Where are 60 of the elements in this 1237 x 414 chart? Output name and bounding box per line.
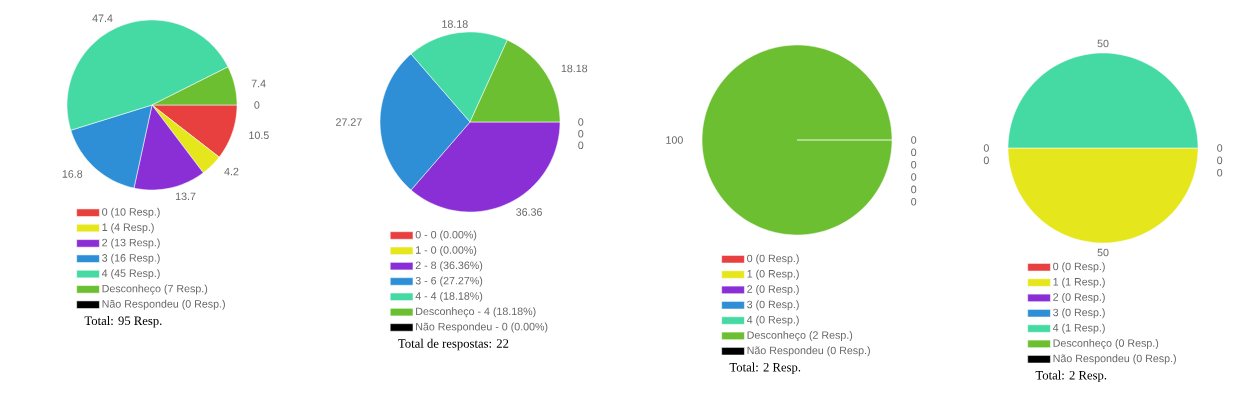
legend-label: Não Respondeu (0 Resp.) xyxy=(1053,354,1176,365)
text: 0 xyxy=(254,101,260,109)
text: 0 xyxy=(1217,156,1223,165)
legend-label: 2 (0 Resp.) xyxy=(747,285,799,295)
data-label: 47.4 xyxy=(92,14,113,22)
text: 0 xyxy=(578,141,584,150)
legend-label: Desconheço (0 Resp.) xyxy=(1053,339,1159,349)
text: 0 xyxy=(1217,168,1223,177)
data-label: 36.36 xyxy=(516,208,542,216)
legend-label: 1 - 0 (0.00%) xyxy=(416,245,477,256)
text: 0 xyxy=(911,197,917,206)
text: Total: 95 Resp. xyxy=(84,316,162,328)
legend-label: 4 (1 Resp.) xyxy=(1052,323,1105,334)
legend-label: 1 (0 Resp.) xyxy=(747,269,799,280)
text: Total: 2 Resp. xyxy=(729,362,801,375)
legend-label: 3 (0 Resp.) xyxy=(1053,308,1105,319)
legend-label: 1 (1 Resp.) xyxy=(1053,277,1105,288)
legend-label: 0 (10 Resp.) xyxy=(102,207,160,218)
data-label: 50 xyxy=(1097,248,1109,257)
data-label: 18.18 xyxy=(442,20,468,28)
data-label: 7.4 xyxy=(251,79,266,88)
text: 0 xyxy=(911,148,917,157)
data-label: 13.7 xyxy=(175,192,196,201)
legend-label: Não Respondeu (0 Resp.) xyxy=(747,346,870,357)
legend-label: Desconheço (7 Resp.) xyxy=(102,284,208,295)
data-label: 27.27 xyxy=(336,118,362,126)
legend-label: 0 (0 Resp.) xyxy=(747,254,799,265)
legend-label: 3 - 6 (27.27%) xyxy=(415,276,483,287)
data-label: 10.5 xyxy=(249,131,269,140)
text: 0 xyxy=(911,136,917,144)
text: 0 xyxy=(578,118,584,126)
text: Total: 2 Resp. xyxy=(1035,370,1107,383)
text: 0 xyxy=(983,156,989,165)
text: Total de respostas: 22 xyxy=(398,338,509,351)
legend-label: Desconheço (2 Resp.) xyxy=(747,331,853,341)
data-label: 50 xyxy=(1097,39,1109,48)
legend-label: 4 (45 Resp.) xyxy=(101,269,160,280)
legend-label: 2 - 8 (36.36%) xyxy=(415,261,483,272)
legend-label: 0 - 0 (0.00%) xyxy=(415,230,477,241)
legend-label: 3 (16 Resp.) xyxy=(102,253,160,264)
legend-label: 0 (0 Resp.) xyxy=(1053,262,1105,273)
legend-label: 4 - 4 (18.18%) xyxy=(415,291,483,302)
data-label: 16.8 xyxy=(62,170,83,178)
legend-label: Não Respondeu (0 Resp.) xyxy=(102,299,225,310)
data-label: 18.18 xyxy=(561,64,588,73)
legend-label: 4 (0 Resp.) xyxy=(746,315,799,326)
legend-label: 1 (4 Resp.) xyxy=(102,223,154,234)
text: 0 xyxy=(911,160,917,169)
text: 0 xyxy=(911,173,917,181)
legend-label: Desconheço - 4 (18.18%) xyxy=(416,307,536,318)
text: 0 xyxy=(1217,144,1223,152)
legend-label: Não Respondeu - 0 (0.00%) xyxy=(416,322,548,333)
text: 0 xyxy=(911,185,917,194)
text: 0 xyxy=(578,129,584,138)
legend-label: 2 (13 Resp.) xyxy=(102,238,160,249)
data-label: 100 xyxy=(666,136,683,144)
text: 0 xyxy=(983,144,989,152)
data-label: 4.2 xyxy=(224,167,239,176)
legend-label: 2 (0 Resp.) xyxy=(1053,293,1105,303)
legend-label: 3 (0 Resp.) xyxy=(747,300,799,311)
